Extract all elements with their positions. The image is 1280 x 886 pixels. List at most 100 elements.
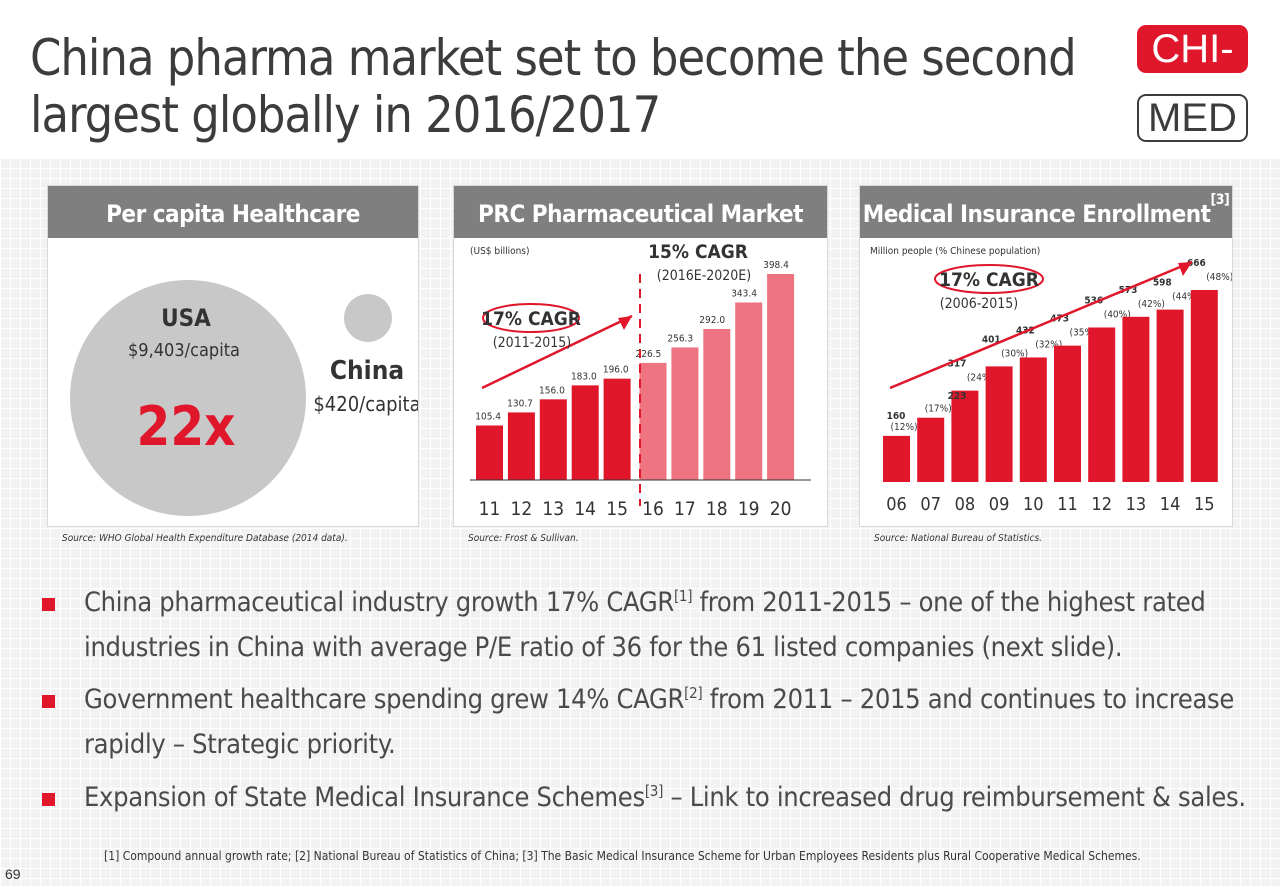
spending-heading: Per capita Healthcare Spending xyxy=(48,186,418,284)
cagr-circle xyxy=(934,264,1044,294)
enrollment-value-label: 401 xyxy=(982,334,1001,345)
market-x-tick: 18 xyxy=(706,498,728,520)
bullet-marker xyxy=(42,598,55,611)
enrollment-heading-note: [3] xyxy=(1210,192,1230,208)
trend-arrow xyxy=(889,260,1193,390)
enrollment-value-label: 573 xyxy=(1119,285,1138,296)
market-bar xyxy=(476,425,503,480)
market-bar xyxy=(671,347,699,480)
enrollment-bar xyxy=(1088,327,1116,482)
market-x-tick: 14 xyxy=(574,498,596,520)
enrollment-heading-text: Medical Insurance Enrollment xyxy=(862,200,1211,228)
enrollment-value-label: 666 xyxy=(1187,258,1206,269)
cagr-period: (2011-2015) xyxy=(493,335,571,351)
market-value-label: 183.0 xyxy=(571,371,597,382)
usa-value: $9,403/capita xyxy=(128,340,240,361)
market-value-label: 256.3 xyxy=(667,333,693,344)
cagr-label: 17% CAGR xyxy=(481,308,581,330)
market-bar xyxy=(539,399,567,480)
enrollment-x-tick: 09 xyxy=(989,494,1010,515)
enrollment-value-label: 598 xyxy=(1153,278,1172,289)
trend-arrow-head xyxy=(1178,262,1192,276)
enrollment-x-tick: 14 xyxy=(1160,494,1181,515)
enrollment-bar xyxy=(1156,309,1184,482)
enrollment-x-tick: 12 xyxy=(1091,494,1112,515)
market-x-tick: 19 xyxy=(738,498,760,520)
market-bar xyxy=(571,385,599,480)
enrollment-source: Source: National Bureau of Statistics. xyxy=(874,533,1043,544)
market-value-label: 343.4 xyxy=(731,288,757,299)
enrollment-percent-label: (35%) xyxy=(1070,328,1097,339)
market-x-tick: 12 xyxy=(511,498,533,520)
china-label: China xyxy=(330,356,404,386)
bullet-2-line-2: rapidly – Strategic priority. xyxy=(84,729,396,760)
market-chart: (US$ billions) 105.4 11 130.7 12 156.0 13 183.… xyxy=(470,241,811,520)
enrollment-bar xyxy=(1054,345,1081,482)
cagr-period: (2016E-2020E) xyxy=(657,268,751,284)
enrollment-x-tick: 07 xyxy=(920,494,941,515)
enrollment-x-tick: 08 xyxy=(955,494,976,515)
market-x-tick: 15 xyxy=(606,498,628,520)
enrollment-value-label: 223 xyxy=(948,391,967,402)
china-value: $420/capita xyxy=(313,392,418,416)
market-bar xyxy=(603,378,631,480)
enrollment-x-tick: 10 xyxy=(1023,494,1044,515)
market-bar xyxy=(507,412,535,480)
enrollment-x-tick: 06 xyxy=(886,494,907,515)
cagr-circle xyxy=(482,303,580,333)
enrollment-percent-label: (42%) xyxy=(1138,299,1165,310)
market-source: Source: Frost & Sullivan. xyxy=(468,533,579,544)
footnote: [1] Compound annual growth rate; [2] Nat… xyxy=(104,849,1141,863)
enrollment-chart: Million people (% Chinese population) 06… xyxy=(870,246,1232,515)
market-x-tick: 17 xyxy=(674,498,696,520)
bullet-2-line-1: Government healthcare spending grew 14% … xyxy=(84,684,1235,715)
enrollment-heading: Medical Insurance Enrollment[3] xyxy=(860,186,1232,238)
enrollment-bar xyxy=(883,435,910,482)
enrollment-bar xyxy=(985,366,1013,482)
enrollment-percent-label: (24%) xyxy=(967,373,994,384)
market-bar xyxy=(735,302,763,480)
multiple-label: 22x xyxy=(137,395,236,458)
page-title: China pharma market set to become the se… xyxy=(30,29,1077,144)
enrollment-bar xyxy=(917,417,945,482)
enrollment-x-tick: 11 xyxy=(1057,494,1078,515)
trend-arrow xyxy=(481,314,633,390)
enrollment-bar xyxy=(1122,316,1150,482)
spending-chart: USA $9,403/capita China $420/capita 22x xyxy=(70,280,418,516)
enrollment-panel: Medical Insurance Enrollment[3] Million … xyxy=(860,186,1232,526)
market-x-tick: 11 xyxy=(479,498,501,520)
bullet-marker xyxy=(42,695,55,708)
cagr-label: 17% CAGR xyxy=(939,269,1039,291)
market-value-label: 398.4 xyxy=(763,260,789,271)
market-value-label: 292.0 xyxy=(699,315,725,326)
market-x-tick: 13 xyxy=(542,498,564,520)
cagr-period: (2006-2015) xyxy=(940,296,1018,312)
enrollment-x-tick: 13 xyxy=(1126,494,1147,515)
enrollment-percent-label: (30%) xyxy=(1001,348,1028,359)
enrollment-bar xyxy=(1019,357,1047,482)
market-value-label: 130.7 xyxy=(507,398,533,409)
china-circle xyxy=(344,294,392,342)
page-number: 69 xyxy=(5,866,21,882)
bullet-1-line-2: industries in China with average P/E rat… xyxy=(84,632,1123,663)
enrollment-value-label: 536 xyxy=(1084,295,1103,306)
market-x-tick: 20 xyxy=(770,498,792,520)
cagr-label: 15% CAGR xyxy=(648,241,748,263)
enrollment-percent-label: (32%) xyxy=(1035,339,1062,350)
enrollment-value-label: 473 xyxy=(1050,314,1069,325)
enrollment-percent-label: (12%) xyxy=(891,422,918,433)
market-bar xyxy=(639,362,667,480)
enrollment-value-label: 317 xyxy=(948,359,967,370)
market-bar xyxy=(767,274,795,480)
market-x-tick: 16 xyxy=(642,498,664,520)
enrollment-percent-label: (48%) xyxy=(1206,272,1232,283)
enrollment-percent-label: (17%) xyxy=(925,404,952,415)
market-value-label: 156.0 xyxy=(539,385,565,396)
market-heading: PRC Pharmaceutical Market Size xyxy=(454,186,827,284)
market-value-label: 226.5 xyxy=(636,349,662,360)
enrollment-x-tick: 15 xyxy=(1194,494,1215,515)
usa-circle xyxy=(70,280,306,516)
trend-arrow-head xyxy=(618,316,632,330)
usa-label: USA xyxy=(161,304,211,332)
enrollment-value-label: 160 xyxy=(887,411,906,422)
